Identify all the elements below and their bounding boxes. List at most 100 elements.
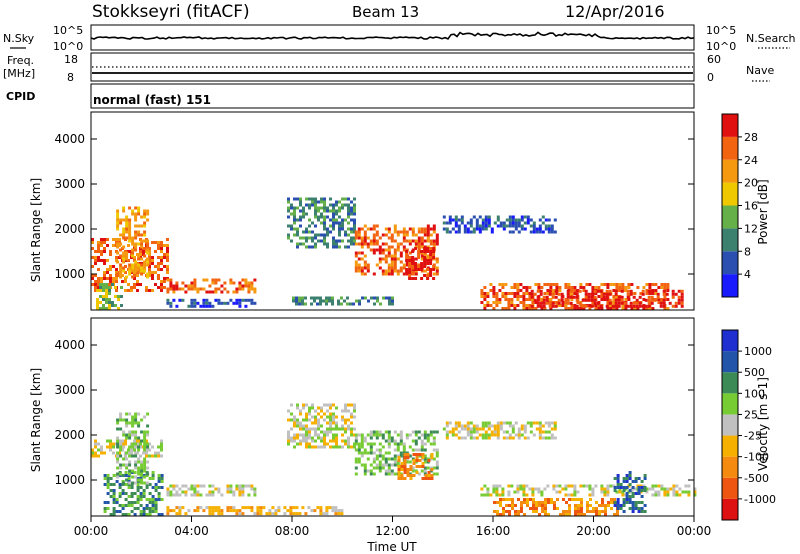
range-cell: [542, 295, 546, 299]
range-cell: [137, 460, 141, 464]
range-cell: [335, 433, 338, 437]
range-cell: [311, 236, 314, 240]
range-cell: [525, 307, 529, 310]
range-cell: [538, 427, 542, 431]
range-cell: [131, 475, 135, 479]
range-cell: [399, 436, 403, 440]
range-cell: [390, 463, 394, 467]
colorbar-tick-label: -100: [744, 451, 769, 464]
range-cell: [390, 272, 394, 276]
range-cell: [354, 433, 358, 437]
range-cell: [409, 474, 413, 477]
range-cell: [223, 287, 227, 291]
range-cell: [293, 436, 296, 440]
range-cell: [564, 298, 568, 301]
range-cell: [606, 307, 610, 310]
range-cell: [420, 262, 424, 265]
range-cell: [354, 266, 358, 270]
range-cell: [238, 490, 242, 494]
range-cell: [535, 501, 538, 504]
range-cell: [202, 509, 206, 513]
range-cell: [402, 233, 406, 237]
range-cell: [613, 489, 617, 492]
range-cell: [214, 278, 218, 282]
range-cell: [134, 454, 138, 458]
range-cell: [566, 295, 570, 299]
range-cell: [357, 233, 361, 237]
range-cell: [329, 427, 332, 431]
range-cell: [232, 509, 236, 513]
range-cell: [535, 227, 539, 231]
range-cell: [115, 480, 119, 483]
range-cell: [109, 442, 112, 446]
range-cell: [672, 487, 676, 491]
range-cell: [492, 286, 496, 289]
range-cell: [624, 307, 628, 310]
range-cell: [125, 451, 129, 455]
range-cell: [576, 490, 580, 494]
range-cell: [575, 295, 579, 299]
range-cell: [612, 295, 616, 298]
range-cell: [528, 295, 532, 298]
colorbar-swatch: [722, 228, 738, 252]
power-colorbar-label: Power [dB]: [756, 179, 770, 244]
range-cell: [268, 509, 272, 513]
range-cell: [650, 298, 654, 302]
range-cell: [347, 424, 350, 428]
range-cell: [214, 487, 218, 491]
range-cell: [499, 221, 503, 225]
range-cell: [122, 445, 126, 449]
range-cell: [616, 486, 620, 489]
range-cell: [628, 471, 632, 474]
range-cell: [328, 296, 331, 300]
range-cell: [594, 292, 598, 295]
power-plot-frame: [90, 111, 695, 311]
noise-tick-top-left: 10^5: [53, 24, 83, 37]
range-cell: [502, 436, 506, 440]
range-cell: [657, 490, 661, 494]
range-cell: [403, 465, 407, 468]
range-cell: [640, 495, 644, 498]
range-cell: [569, 301, 573, 305]
range-cell: [625, 477, 629, 480]
range-cell: [287, 442, 290, 446]
range-cell: [109, 250, 112, 253]
range-cell: [329, 230, 332, 234]
range-cell: [127, 486, 131, 489]
range-cell: [366, 236, 370, 240]
range-cell: [175, 287, 179, 291]
range-cell: [160, 280, 163, 283]
range-cell: [143, 466, 147, 470]
range-cell: [550, 230, 554, 234]
range-cell: [360, 451, 364, 455]
range-cell: [106, 483, 110, 486]
range-cell: [435, 233, 439, 237]
range-cell: [523, 436, 527, 440]
range-cell: [302, 215, 305, 219]
range-cell: [591, 286, 595, 289]
range-cell: [535, 421, 539, 425]
range-cell: [517, 430, 521, 434]
range-cell: [323, 418, 326, 422]
range-cell: [178, 493, 182, 497]
range-cell: [308, 230, 311, 234]
range-cell: [274, 512, 278, 516]
range-cell: [332, 427, 335, 431]
range-cell: [238, 281, 242, 285]
range-cell: [463, 230, 467, 234]
range-cell: [551, 295, 555, 299]
range-cell: [134, 445, 138, 449]
range-cell: [415, 465, 419, 468]
range-cell: [121, 474, 125, 477]
range-cell: [116, 460, 120, 464]
range-cell: [344, 230, 347, 234]
range-cell: [136, 498, 140, 501]
freq-tick-top: 18: [64, 53, 78, 66]
range-cell: [134, 248, 138, 252]
range-cell: [547, 424, 551, 428]
range-cell: [160, 445, 163, 449]
range-cell: [555, 286, 559, 289]
range-cell: [547, 513, 550, 516]
range-cell: [157, 268, 160, 271]
range-cell: [628, 498, 632, 501]
